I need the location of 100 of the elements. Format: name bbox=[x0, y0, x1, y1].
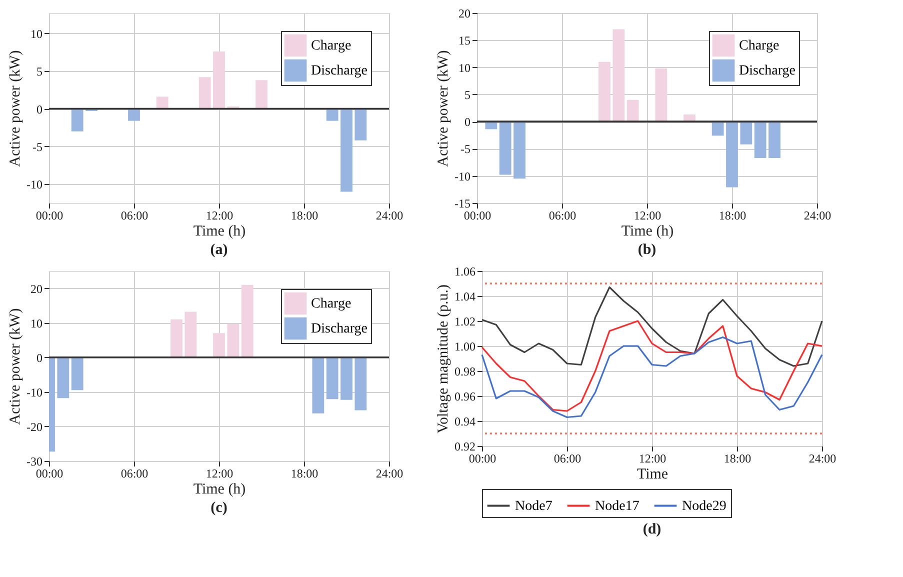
legend-label: Node17 bbox=[595, 498, 640, 514]
y-tick-label: 0 bbox=[36, 350, 42, 365]
y-tick-label: 10 bbox=[30, 26, 42, 41]
y-tick-label: 10 bbox=[30, 316, 42, 330]
y-tick-label: 0.92 bbox=[454, 440, 476, 454]
x-tick-label: 24:00 bbox=[808, 452, 836, 466]
text: (c) bbox=[210, 500, 228, 516]
x-axis-title: Time (h) bbox=[193, 482, 246, 498]
bar bbox=[170, 319, 182, 358]
y-tick-label: 1.06 bbox=[454, 264, 476, 278]
y-tick-label: -30 bbox=[26, 454, 42, 468]
y-tick-label: -15 bbox=[454, 196, 470, 210]
bar bbox=[198, 77, 211, 109]
y-tick-label: 20 bbox=[458, 6, 470, 20]
x-tick-label: 06:00 bbox=[120, 208, 148, 222]
legend-label: Charge bbox=[311, 296, 352, 312]
x-axis-title: Time (h) bbox=[621, 224, 674, 240]
y-tick-label: 15 bbox=[458, 34, 470, 48]
x-tick-label: 12:00 bbox=[634, 208, 662, 222]
bar bbox=[213, 333, 225, 358]
text: (d) bbox=[642, 522, 662, 538]
y-axis-title: Active power (kW) bbox=[8, 50, 24, 167]
y-tick-label: -5 bbox=[460, 142, 470, 156]
bar bbox=[326, 108, 338, 121]
bar bbox=[312, 357, 324, 414]
y-tick-label: 0.96 bbox=[454, 390, 476, 404]
y-tick-label: 20 bbox=[30, 282, 42, 296]
y-tick-label: 0 bbox=[464, 115, 470, 130]
y-tick-label: -10 bbox=[26, 178, 42, 192]
bar bbox=[712, 122, 724, 136]
text: (a) bbox=[210, 242, 228, 258]
y-tick-label: 0 bbox=[36, 102, 42, 116]
x-tick-label: 00:00 bbox=[468, 452, 496, 466]
bar bbox=[655, 68, 668, 122]
bar bbox=[71, 108, 84, 132]
y-tick-label: -20 bbox=[26, 420, 42, 434]
bar bbox=[514, 122, 526, 179]
legend-label: Discharge bbox=[311, 322, 368, 336]
y-axis-title: Active power (kW) bbox=[8, 308, 24, 425]
x-tick-label: 18:00 bbox=[290, 208, 318, 222]
bar bbox=[754, 122, 766, 158]
x-tick-label: 06:00 bbox=[554, 452, 582, 466]
legend-label: Discharge bbox=[739, 64, 796, 78]
bar bbox=[768, 122, 780, 158]
legend-label: Node29 bbox=[682, 498, 726, 514]
bar bbox=[740, 122, 752, 144]
x-tick-label: 24:00 bbox=[376, 466, 404, 480]
bar bbox=[128, 108, 140, 121]
y-tick-label: 1.00 bbox=[454, 340, 476, 354]
bar bbox=[340, 108, 352, 192]
y-tick-label: 5 bbox=[464, 88, 470, 102]
x-tick-label: 18:00 bbox=[718, 208, 746, 222]
x-tick-label: 12:00 bbox=[638, 452, 666, 466]
x-axis-title: Time bbox=[636, 466, 668, 482]
bar bbox=[340, 357, 352, 400]
x-tick-label: 12:00 bbox=[206, 208, 234, 222]
x-tick-label: 06:00 bbox=[548, 208, 576, 222]
bar bbox=[156, 96, 168, 109]
x-tick-label: 18:00 bbox=[724, 452, 752, 466]
x-tick-label: 24:00 bbox=[376, 208, 404, 222]
y-axis-title: Active power (kW) bbox=[436, 50, 452, 167]
bar bbox=[57, 357, 70, 398]
x-tick-label: 06:00 bbox=[120, 466, 148, 480]
y-tick-label: 10 bbox=[458, 60, 470, 75]
bar bbox=[227, 324, 240, 358]
y-tick-label: 1.02 bbox=[454, 314, 476, 328]
text: (b) bbox=[638, 242, 656, 258]
y-tick-label: -10 bbox=[454, 169, 470, 184]
x-tick-label: 24:00 bbox=[804, 208, 832, 222]
y-tick-label: 0.94 bbox=[454, 414, 476, 428]
line-series bbox=[481, 336, 823, 418]
bar bbox=[184, 312, 197, 358]
line-series bbox=[481, 320, 823, 412]
legend-label: Charge bbox=[311, 38, 352, 54]
bar bbox=[354, 108, 367, 140]
bar bbox=[726, 122, 738, 188]
y-tick-label: 5 bbox=[36, 64, 42, 79]
bar bbox=[598, 62, 610, 122]
bar bbox=[354, 357, 367, 410]
x-axis-title: Time (h) bbox=[193, 224, 246, 240]
y-axis-title: Voltage magnitude (p.u.) bbox=[436, 284, 452, 434]
legend-label: Node7 bbox=[515, 498, 552, 514]
bar bbox=[612, 29, 625, 122]
bar bbox=[71, 357, 84, 390]
x-tick-label: 12:00 bbox=[206, 466, 234, 480]
legend-label: Charge bbox=[739, 38, 780, 54]
x-tick-label: 00:00 bbox=[36, 466, 64, 480]
bar bbox=[256, 80, 268, 109]
bar bbox=[213, 51, 225, 109]
x-tick-label: 00:00 bbox=[464, 208, 492, 222]
y-tick-label: 0.98 bbox=[454, 364, 476, 378]
bar bbox=[626, 100, 639, 122]
y-tick-label: -5 bbox=[32, 140, 42, 154]
y-tick-label: -10 bbox=[26, 385, 42, 400]
legend-label: Discharge bbox=[311, 64, 368, 78]
line-series bbox=[481, 286, 823, 367]
bar bbox=[326, 357, 338, 400]
bar bbox=[241, 284, 254, 358]
y-tick-label: 1.04 bbox=[454, 290, 476, 304]
x-tick-label: 00:00 bbox=[36, 208, 64, 222]
